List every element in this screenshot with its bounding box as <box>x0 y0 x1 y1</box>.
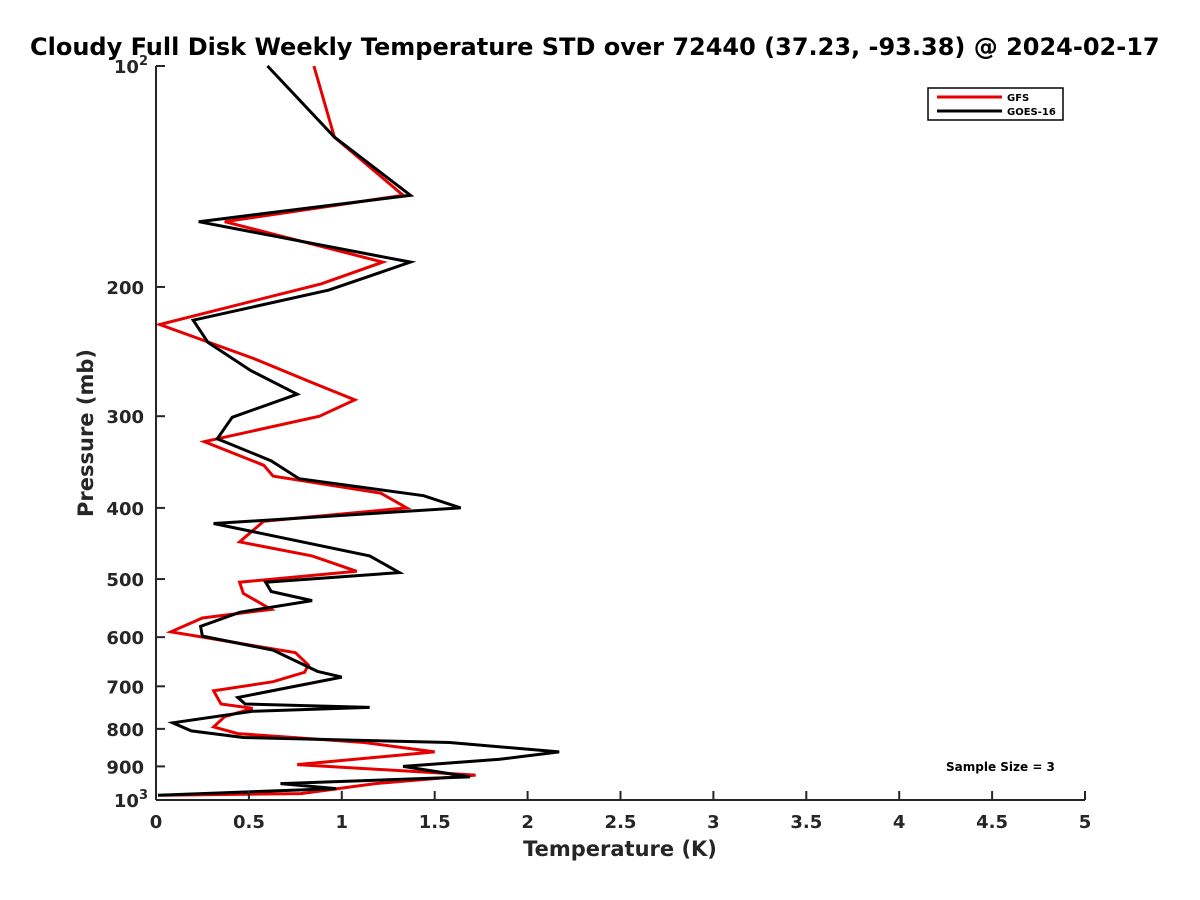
y-tick-label: 800 <box>106 720 144 741</box>
sample-size-annotation: Sample Size = 3 <box>946 760 1055 774</box>
y-axis-label: Pressure (mb) <box>74 349 98 517</box>
x-tick-label: 0 <box>150 812 163 833</box>
series-line-goes-16 <box>157 64 560 797</box>
series-line-gfs <box>154 65 476 797</box>
y-tick-label: 600 <box>106 628 144 649</box>
chart-title: Cloudy Full Disk Weekly Temperature STD … <box>30 33 1160 61</box>
y-tick-label: 103 <box>114 788 148 812</box>
x-tick-label: 4 <box>893 812 906 833</box>
legend-label: GFS <box>1007 93 1029 104</box>
x-tick-label: 4.5 <box>976 812 1008 833</box>
y-tick-label: 200 <box>106 278 144 299</box>
series-layer <box>154 64 560 797</box>
x-tick-label: 1 <box>336 812 349 833</box>
x-tick-label: 1.5 <box>419 812 451 833</box>
y-tick-label: 102 <box>114 54 148 78</box>
y-tick-label: 400 <box>106 499 144 520</box>
y-tick-label: 700 <box>106 677 144 698</box>
legend-box <box>927 87 1064 121</box>
x-tick-label: 2.5 <box>605 812 637 833</box>
x-tick-label: 2 <box>521 812 534 833</box>
x-axis-label: Temperature (K) <box>523 837 717 861</box>
x-tick-label: 3 <box>707 812 720 833</box>
ticks-layer: 0 0.5 1 1.5 2 2.5 3 3.5 4 4.5 5 102 200 300 400 500 600 7… <box>106 54 1091 833</box>
y-tick-label: 900 <box>106 757 144 778</box>
y-tick-label: 300 <box>106 407 144 428</box>
x-tick-label: 0.5 <box>233 812 265 833</box>
legend: GFS GOES-16 <box>927 87 1064 121</box>
legend-label: GOES-16 <box>1007 107 1056 118</box>
x-tick-label: 3.5 <box>790 812 822 833</box>
x-tick-label: 5 <box>1079 812 1092 833</box>
y-tick-label: 500 <box>106 570 144 591</box>
